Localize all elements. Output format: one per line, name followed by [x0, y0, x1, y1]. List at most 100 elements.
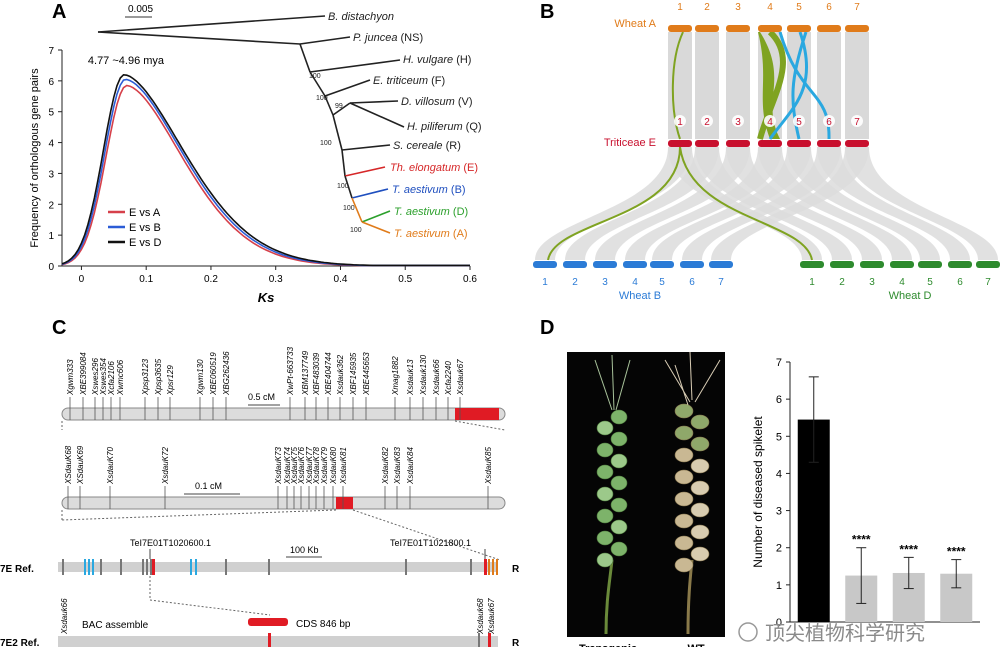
y-axis-label: Frequency of orthologous gene pairs [29, 68, 41, 248]
gene-tick-red [152, 559, 155, 575]
wheat-b-chromosome [650, 261, 674, 268]
marker-label: Xgwm333 [66, 359, 75, 396]
triticeae-chromosome [787, 140, 811, 147]
zoom-line [454, 420, 506, 431]
ribbon [625, 147, 782, 260]
marker-label: Xsdauk67 [487, 598, 496, 635]
chrom-number: 7 [718, 277, 724, 288]
gene-tick [120, 559, 122, 575]
marker-label: XsdauK73 [274, 447, 283, 485]
chrom-number-bg [701, 115, 713, 127]
ribbon [535, 147, 692, 260]
taxon-label: P. juncea (NS) [353, 32, 423, 44]
track-line [679, 146, 813, 261]
triticeae-chromosome [817, 140, 841, 147]
chrom-number: 5 [796, 2, 802, 13]
gene-tick [405, 559, 407, 575]
gene-tick [84, 559, 86, 575]
marker-label: Xsdauk67 [456, 359, 465, 396]
significance-label: **** [852, 533, 871, 547]
gene-tick [268, 559, 270, 575]
ribbon [758, 147, 912, 260]
chrom-number: 5 [659, 277, 665, 288]
bar-y-tick-label: 5 [776, 431, 782, 443]
translocation-line [791, 31, 808, 140]
chrom-number-bg [764, 115, 776, 127]
ribbon [845, 32, 869, 139]
ribbon [565, 147, 719, 260]
marker-label: XsdauK82 [381, 447, 390, 485]
bar-y-tick-label: 3 [776, 506, 782, 518]
marker-label: XsdauK83 [393, 447, 402, 485]
bac-label: BAC assemble [82, 620, 149, 631]
triticeae-chromosome [695, 140, 719, 147]
panel-b-letter: B [540, 1, 554, 23]
bootstrap-label: 100 [343, 205, 355, 212]
ribbon [845, 147, 998, 260]
gene-tick [478, 633, 480, 647]
chrom-number: 2 [839, 277, 845, 288]
cds-label: CDS 846 bp [296, 619, 351, 630]
chrom-number: 3 [735, 117, 741, 128]
marker-label: XsdauK85 [484, 447, 493, 485]
target-region-mid [336, 497, 353, 509]
taxon-label: T. aestivum (B) [392, 184, 466, 196]
marker-label: Xpsp3635 [154, 358, 163, 396]
x-tick-label: 0.4 [334, 274, 348, 285]
wheat-a-chromosome [726, 25, 750, 32]
taxon-label: H. piliferum (Q) [407, 121, 482, 133]
gene-tick [142, 559, 144, 575]
marker-label: XBF145935 [349, 352, 358, 396]
gene-tick [190, 559, 192, 575]
gene-tick [492, 559, 494, 575]
ribbon [652, 147, 811, 260]
legend-label: E vs D [129, 237, 161, 249]
marker-label: Xpsr129 [166, 365, 175, 396]
ribbon [695, 32, 719, 139]
triticeae-chromosome [845, 140, 869, 147]
scale-top-label: 0.5 cM [248, 392, 275, 402]
7e-ref-track [58, 562, 498, 572]
chrom-number: 3 [869, 277, 875, 288]
bar-y-tick-label: 1 [776, 580, 782, 592]
wheat-a-chromosome [758, 25, 782, 32]
row1-end: R [512, 564, 520, 575]
ribbon [817, 147, 970, 260]
taxon-label: S. cereale (R) [393, 140, 461, 152]
gene-tick [488, 559, 490, 575]
7e2-ref-track [58, 636, 498, 647]
chrom-number-bg [674, 115, 686, 127]
chrom-number: 6 [689, 277, 695, 288]
bar-y-tick-label: 0 [776, 617, 782, 629]
chrom-number: 4 [899, 277, 905, 288]
series-line [61, 73, 470, 267]
row1-label: 7E Ref. [0, 564, 34, 575]
ribbon [787, 147, 940, 260]
gene-right-label: TeI7E01T1021800.1 [390, 538, 471, 548]
marker-label: XsdauK77 [305, 447, 314, 485]
bar-y-tick-label: 7 [776, 357, 782, 369]
chrom-number: 6 [957, 277, 963, 288]
watermark-icon [738, 622, 758, 642]
panel-c: C Xgwm333 XBE399084 Xswes296 Xswes354 Xcfa21… [0, 317, 520, 647]
marker-label: XsdauK84 [406, 447, 415, 485]
marker-label: XsdauK74 [283, 447, 292, 485]
marker-label: Xsdauk68 [476, 598, 485, 635]
wheat-b-chromosome [593, 261, 617, 268]
bootstrap-label: 100 [320, 140, 332, 147]
ribbon [695, 147, 852, 260]
x-tick-label: 0.2 [204, 274, 218, 285]
chrom-number-bg [851, 115, 863, 127]
marker-label: XBE404744 [324, 352, 333, 396]
marker-label: XsdauK72 [161, 447, 170, 485]
photo-label-wt: WT [687, 643, 704, 647]
ribbon [726, 147, 882, 260]
chrom-number: 1 [809, 277, 815, 288]
taxon-label: Th. elongatum (E) [390, 162, 478, 174]
bootstrap-label: 100 [337, 183, 349, 190]
gene-tick [225, 559, 227, 575]
marker-label: Xswes296 [91, 358, 100, 396]
x-tick-label: 0.6 [463, 274, 477, 285]
y-tick-label: 3 [48, 169, 54, 180]
marker-label: XBE445653 [362, 352, 371, 396]
